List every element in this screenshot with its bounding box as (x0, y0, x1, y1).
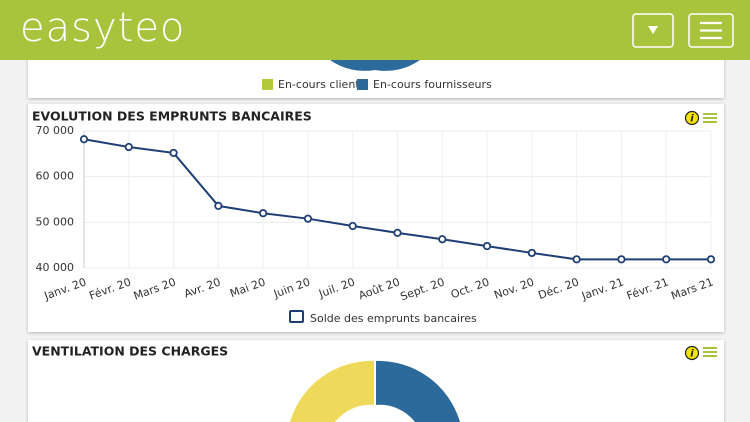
point (348, 221, 357, 231)
y-tick-label: 60 000 (36, 170, 75, 183)
legend-label: En-cours fournisseurs (373, 78, 492, 91)
legend-swatch (289, 310, 304, 323)
svg-text:i: i (690, 114, 694, 125)
chart-title: EVOLUTION DES EMPRUNTS BANCAIRES (32, 109, 312, 124)
point (303, 214, 313, 223)
menu-button[interactable] (703, 347, 717, 357)
point (706, 255, 716, 264)
legend-swatch (357, 79, 368, 90)
hamburger-button[interactable] (688, 13, 734, 48)
legend-swatch (262, 79, 273, 90)
legend-label: En-cours client (278, 78, 360, 91)
logo[interactable]: easyteo (20, 5, 185, 51)
card-title: VENTILATION DES CHARGES (32, 344, 228, 359)
legend: En-cours client En-cours fournisseurs (262, 78, 492, 91)
point (527, 248, 536, 258)
point (259, 209, 268, 218)
info-button[interactable]: i (684, 345, 700, 361)
dropdown-button[interactable] (632, 13, 674, 48)
donut-slice (290, 360, 375, 422)
y-tick-label: 70 000 (36, 124, 75, 137)
info-button[interactable]: i (684, 110, 700, 126)
svg-text:i: i (690, 349, 694, 360)
donut-slice (375, 360, 460, 422)
point (214, 201, 223, 210)
point (617, 255, 626, 264)
y-tick-label: 40 000 (36, 261, 75, 274)
point (662, 255, 671, 264)
point (169, 148, 178, 158)
legend-label: Solde des emprunts bancaires (310, 312, 477, 325)
point (393, 228, 402, 237)
point (79, 135, 89, 144)
point (482, 241, 492, 251)
point (572, 255, 581, 264)
point (124, 142, 133, 152)
card (28, 104, 724, 332)
menu-button[interactable] (703, 113, 717, 123)
pie-slice (330, 60, 375, 71)
y-tick-label: 50 000 (36, 215, 75, 228)
pie-slice (375, 60, 420, 71)
header (0, 0, 750, 60)
point (438, 235, 447, 244)
